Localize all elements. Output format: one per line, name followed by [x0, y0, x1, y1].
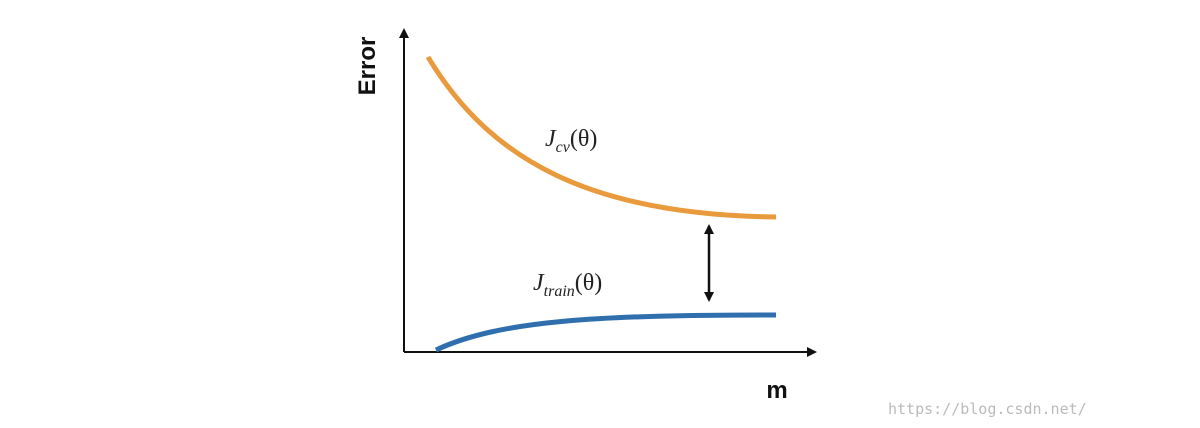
subscript: cv [556, 139, 571, 156]
argument: (θ) [575, 270, 602, 296]
y-axis-label: Error [354, 37, 381, 96]
subscript: train [544, 283, 575, 300]
cv-curve [425, 55, 777, 220]
x-axis-label: m [766, 377, 787, 404]
symbol: J [545, 126, 557, 152]
watermark: https://blog.csdn.net/ [888, 400, 1087, 418]
symbol: J [533, 270, 545, 296]
cv-label: Jcv(θ) [545, 126, 597, 156]
argument: (θ) [570, 126, 597, 152]
train-label: Jtrain(θ) [533, 270, 602, 300]
train-curve [434, 312, 777, 353]
